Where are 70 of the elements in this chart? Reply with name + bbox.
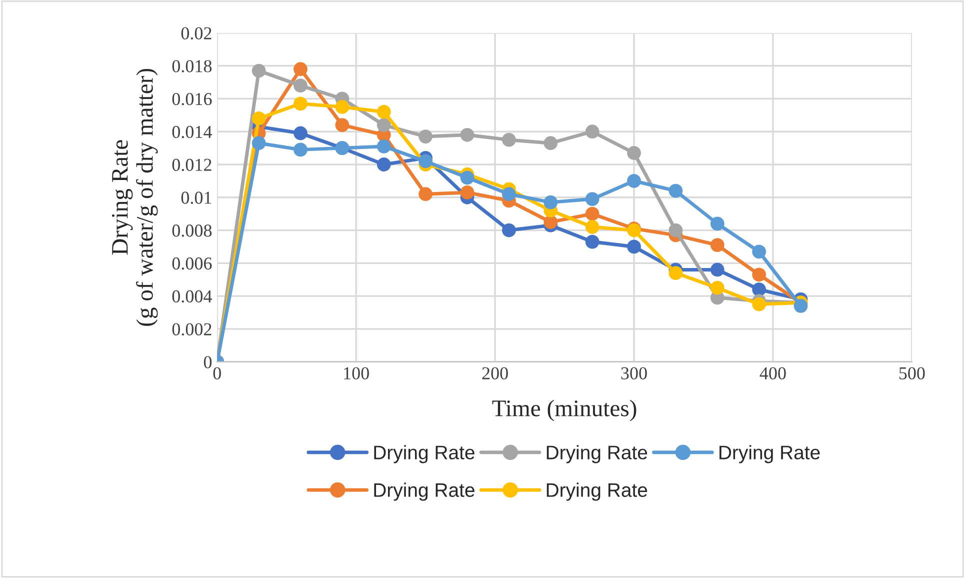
point: [252, 64, 266, 78]
y-axis-title: Drying Rate (g of water/g of dry matter): [112, 68, 158, 326]
point: [752, 282, 766, 296]
point: [585, 234, 600, 249]
point: [710, 238, 724, 252]
y-tick-label: 0.008: [172, 224, 212, 237]
legend-label: Drying Rate: [374, 482, 474, 501]
point: [418, 187, 433, 202]
point: [502, 132, 516, 147]
point: [252, 136, 266, 150]
point: [752, 244, 766, 259]
point: [252, 112, 266, 126]
point: [544, 195, 558, 210]
point: [668, 223, 683, 238]
y-tick-label: 0: [204, 356, 212, 368]
point: [294, 142, 308, 157]
point: [376, 104, 391, 119]
y-tick-label: 0.006: [172, 257, 212, 270]
y-tick-label: 0.004: [172, 290, 212, 303]
legend-label: Drying Rate: [720, 445, 820, 464]
y-tick-label: 0.014: [172, 126, 212, 138]
point: [294, 62, 308, 76]
point: [710, 262, 724, 277]
point: [668, 266, 683, 280]
x-tick-label: 300: [621, 367, 647, 380]
point: [294, 96, 308, 111]
point: [585, 220, 600, 234]
point: [460, 128, 474, 142]
point: [627, 240, 641, 254]
point: [752, 297, 766, 312]
point: [585, 192, 600, 206]
point: [376, 158, 391, 172]
point: [710, 216, 724, 231]
point: [502, 223, 516, 238]
x-tick-label: 500: [899, 367, 925, 380]
point: [752, 268, 766, 282]
y-tick-label: 0.018: [172, 60, 212, 72]
y-tick-label: 0.01: [181, 192, 212, 204]
point: [544, 136, 558, 150]
point: [502, 187, 516, 202]
point: [585, 206, 600, 221]
y-tick-label: 0.02: [181, 27, 212, 40]
x-tick-label: 0: [213, 367, 221, 380]
legend-label: Drying Rate: [546, 445, 648, 464]
point: [460, 186, 474, 200]
point: [544, 215, 558, 229]
y-tick-label: 0.012: [172, 158, 212, 172]
point: [294, 78, 308, 93]
x-tick-label: 200: [482, 367, 508, 380]
y-tick-label: 0.016: [172, 92, 212, 106]
point: [794, 298, 808, 313]
point: [335, 100, 350, 114]
point: [585, 124, 600, 139]
point: [710, 280, 724, 295]
point: [460, 170, 474, 185]
point: [668, 184, 683, 198]
x-tick-label: 100: [344, 367, 369, 380]
point: [376, 118, 391, 132]
point: [376, 139, 391, 154]
point: [335, 118, 350, 132]
point: [294, 126, 308, 140]
x-tick-label: 400: [760, 367, 786, 380]
point: [418, 130, 433, 144]
point: [627, 146, 641, 160]
point: [627, 174, 641, 188]
legend-label: Drying Rate: [374, 445, 474, 464]
legend-label: Drying Rate: [546, 482, 648, 501]
y-tick-label: 0.002: [172, 323, 212, 336]
x-axis-title: Time (minutes): [492, 400, 636, 422]
point: [418, 154, 433, 168]
